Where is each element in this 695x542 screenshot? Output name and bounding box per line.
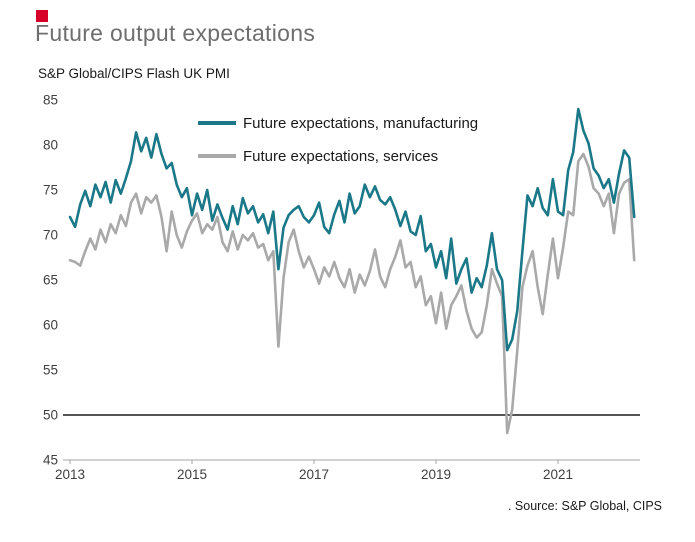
sp-global-red-square-icon [36, 10, 48, 22]
y-axis-label: 55 [43, 363, 58, 378]
manufacturing-line [68, 107, 636, 352]
y-axis-label: 45 [43, 453, 58, 468]
source-note: . Source: S&P Global, CIPS [507, 499, 662, 513]
chart-legend: Future expectations, manufacturing Futur… [198, 112, 478, 178]
services-line [68, 152, 636, 435]
x-axis-label: 2015 [177, 467, 207, 482]
legend-item-services: Future expectations, services [198, 145, 478, 167]
chart-subtitle: S&P Global/CIPS Flash UK PMI [38, 66, 230, 81]
manufacturing-line-swatch [198, 121, 236, 125]
x-axis-label: 2021 [543, 467, 573, 482]
x-axis-label: 2013 [55, 467, 85, 482]
x-axis-label: 2019 [421, 467, 451, 482]
chart-title: Future output expectations [35, 20, 316, 46]
y-axis-label: 60 [43, 318, 58, 333]
y-axis-label: 75 [43, 183, 58, 198]
y-axis-label: 80 [43, 138, 58, 153]
legend-item-manufacturing: Future expectations, manufacturing [198, 112, 478, 134]
legend-label-manufacturing: Future expectations, manufacturing [243, 114, 479, 132]
y-axis-label: 65 [43, 273, 58, 288]
x-axis-label: 2017 [299, 467, 329, 482]
services-line-swatch [198, 154, 236, 158]
y-axis-label: 50 [43, 408, 58, 423]
y-axis-label: 85 [43, 93, 58, 108]
y-axis-label: 70 [43, 228, 58, 243]
legend-label-services: Future expectations, services [243, 147, 439, 165]
